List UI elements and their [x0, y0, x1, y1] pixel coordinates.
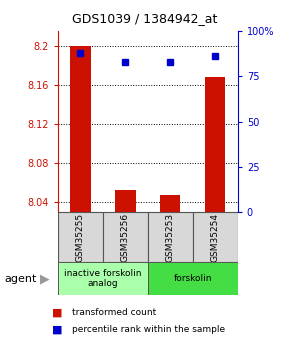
Text: percentile rank within the sample: percentile rank within the sample — [72, 325, 226, 334]
Bar — [58, 262, 148, 295]
Text: GSM35253: GSM35253 — [166, 213, 175, 262]
Bar — [70, 46, 90, 212]
Bar — [148, 212, 193, 262]
Bar — [193, 212, 238, 262]
Text: GSM35255: GSM35255 — [76, 213, 85, 262]
Bar — [58, 212, 103, 262]
Bar — [148, 262, 238, 295]
Bar — [115, 190, 135, 212]
Text: GSM35256: GSM35256 — [121, 213, 130, 262]
Text: transformed count: transformed count — [72, 308, 157, 317]
Text: GDS1039 / 1384942_at: GDS1039 / 1384942_at — [72, 12, 218, 25]
Text: ■: ■ — [52, 307, 63, 317]
Text: ■: ■ — [52, 325, 63, 334]
Text: ▶: ▶ — [40, 272, 50, 285]
Bar — [103, 212, 148, 262]
Bar — [160, 195, 180, 212]
Text: forskolin: forskolin — [174, 274, 212, 283]
Text: inactive forskolin
analog: inactive forskolin analog — [64, 269, 142, 288]
Bar — [205, 77, 225, 212]
Text: GSM35254: GSM35254 — [211, 213, 220, 262]
Text: agent: agent — [4, 274, 37, 284]
